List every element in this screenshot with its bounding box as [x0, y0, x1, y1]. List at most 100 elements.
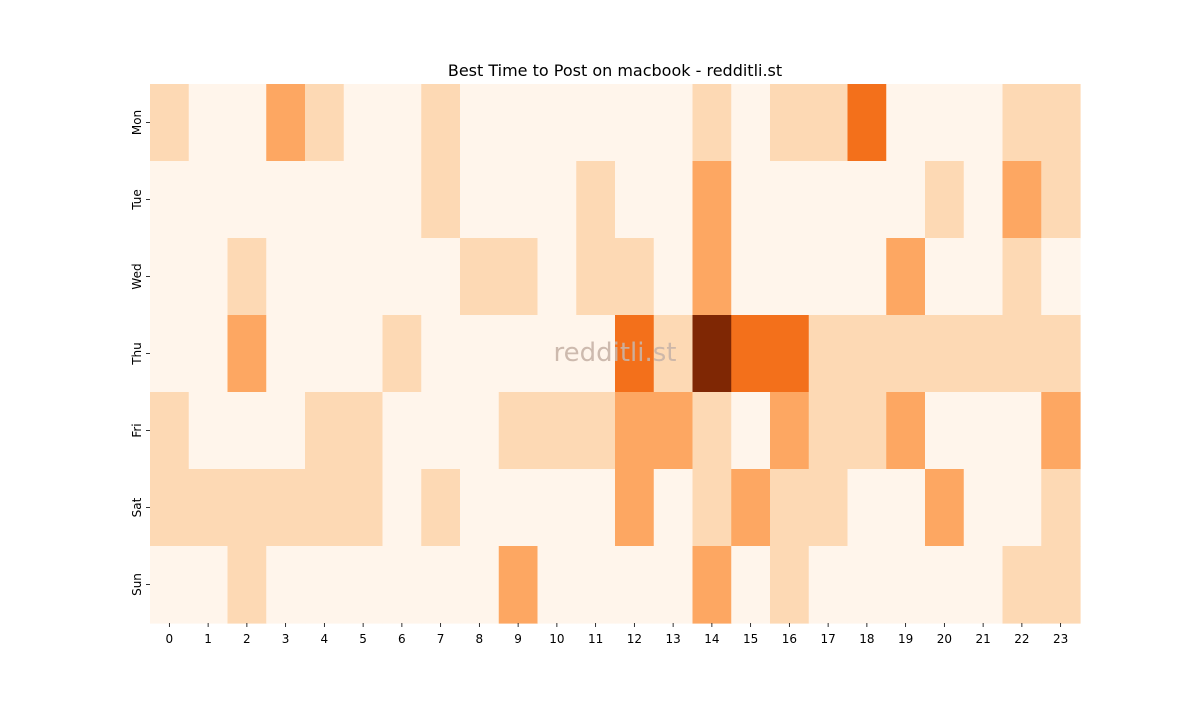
heatmap-cell — [498, 469, 539, 547]
heatmap-cell — [150, 161, 190, 239]
heatmap-cell — [460, 392, 500, 470]
heatmap-cell — [731, 546, 771, 624]
heatmap-cell — [731, 84, 771, 162]
x-tick-label: 4 — [321, 632, 329, 646]
heatmap-cell — [1041, 392, 1081, 470]
x-tick-label: 20 — [937, 632, 952, 646]
x-tick-label: 2 — [243, 632, 251, 646]
x-tick-label: 13 — [665, 632, 680, 646]
heatmap-cell — [537, 469, 577, 547]
heatmap-cell — [847, 84, 887, 162]
heatmap-cell — [1041, 84, 1081, 162]
heatmap-cell — [382, 546, 422, 624]
x-axis: 0 1 2 3 4 5 6 7 8 9 10 11 12 13 14 15 16 17 18 19 20 21 22 23 — [166, 623, 1068, 646]
x-tick-label: 7 — [437, 632, 445, 646]
heatmap-cell — [692, 84, 732, 162]
heatmap-cell — [150, 469, 190, 547]
heatmap-cell — [847, 315, 887, 393]
heatmap-cell — [692, 161, 732, 239]
y-tick-label: Sun — [130, 573, 144, 596]
heatmap-cell — [886, 161, 926, 239]
heatmap-cell — [188, 392, 229, 470]
heatmap-cell — [421, 546, 461, 624]
heatmap-cell — [266, 546, 306, 624]
x-tick-label: 9 — [514, 632, 522, 646]
heatmap-cell — [576, 469, 616, 547]
heatmap-cell — [343, 392, 384, 470]
heatmap-cell — [808, 315, 849, 393]
heatmap-cell — [963, 546, 1004, 624]
chart-title: Best Time to Post on macbook - redditli.… — [448, 61, 782, 80]
heatmap-cell — [460, 161, 500, 239]
heatmap-cell — [227, 315, 267, 393]
heatmap-cell — [227, 161, 267, 239]
heatmap-cell — [537, 546, 577, 624]
heatmap-cell — [692, 315, 732, 393]
x-tick-label: 6 — [398, 632, 406, 646]
heatmap-cell — [1002, 161, 1042, 239]
heatmap-cell — [382, 392, 422, 470]
heatmap-cell — [343, 161, 384, 239]
heatmap-cell — [1002, 469, 1042, 547]
heatmap-cell — [1002, 315, 1042, 393]
heatmap-cell — [731, 469, 771, 547]
heatmap-cell — [343, 84, 384, 162]
heatmap-cell — [886, 392, 926, 470]
heatmap-cell — [731, 238, 771, 316]
heatmap-cell — [150, 315, 190, 393]
heatmap-cell — [615, 315, 655, 393]
heatmap-cell — [1041, 546, 1081, 624]
heatmap-cell — [343, 315, 384, 393]
heatmap-cell — [615, 84, 655, 162]
heatmap-cell — [1041, 469, 1081, 547]
x-tick-label: 17 — [820, 632, 835, 646]
x-tick-label: 1 — [204, 632, 212, 646]
heatmap-cell — [576, 315, 616, 393]
heatmap-cell — [808, 469, 849, 547]
heatmap-cell — [576, 392, 616, 470]
heatmap-cell — [808, 392, 849, 470]
heatmap-cell — [382, 469, 422, 547]
x-tick-label: 16 — [782, 632, 797, 646]
heatmap-cell — [188, 315, 229, 393]
heatmap-cell — [653, 469, 694, 547]
heatmap-cell — [537, 84, 577, 162]
heatmap-cell — [808, 546, 849, 624]
heatmap-cell — [421, 469, 461, 547]
heatmap-cell — [692, 392, 732, 470]
heatmap-cell — [963, 392, 1004, 470]
y-axis: Mon Tue Wed Thu Fri Sat Sun — [130, 110, 150, 596]
heatmap-cell — [266, 392, 306, 470]
heatmap-cell — [963, 161, 1004, 239]
heatmap-cell — [382, 84, 422, 162]
heatmap-cell — [886, 84, 926, 162]
heatmap-cell — [847, 546, 887, 624]
heatmap-cell — [188, 161, 229, 239]
y-tick-label: Mon — [130, 110, 144, 135]
heatmap-cell — [1002, 84, 1042, 162]
heatmap-cell — [731, 161, 771, 239]
y-tick-label: Wed — [130, 263, 144, 289]
heatmap-cell — [963, 315, 1004, 393]
heatmap-cell — [188, 84, 229, 162]
heatmap-cell — [1041, 315, 1081, 393]
x-tick-label: 19 — [898, 632, 913, 646]
heatmap-cell — [692, 238, 732, 316]
heatmap-cell — [847, 161, 887, 239]
heatmap-cell — [266, 315, 306, 393]
heatmap-cell — [653, 392, 694, 470]
heatmap-cell — [1041, 161, 1081, 239]
heatmap-cell — [576, 546, 616, 624]
heatmap-cell — [498, 161, 539, 239]
heatmap-cell — [770, 315, 810, 393]
heatmap-cell — [847, 392, 887, 470]
heatmap-cell — [886, 469, 926, 547]
heatmap-cell — [770, 161, 810, 239]
heatmap-cell — [847, 238, 887, 316]
heatmap-cell — [925, 315, 965, 393]
heatmap-cell — [808, 84, 849, 162]
heatmap-cells — [150, 84, 1081, 624]
heatmap-cell — [227, 546, 267, 624]
heatmap-cell — [188, 238, 229, 316]
